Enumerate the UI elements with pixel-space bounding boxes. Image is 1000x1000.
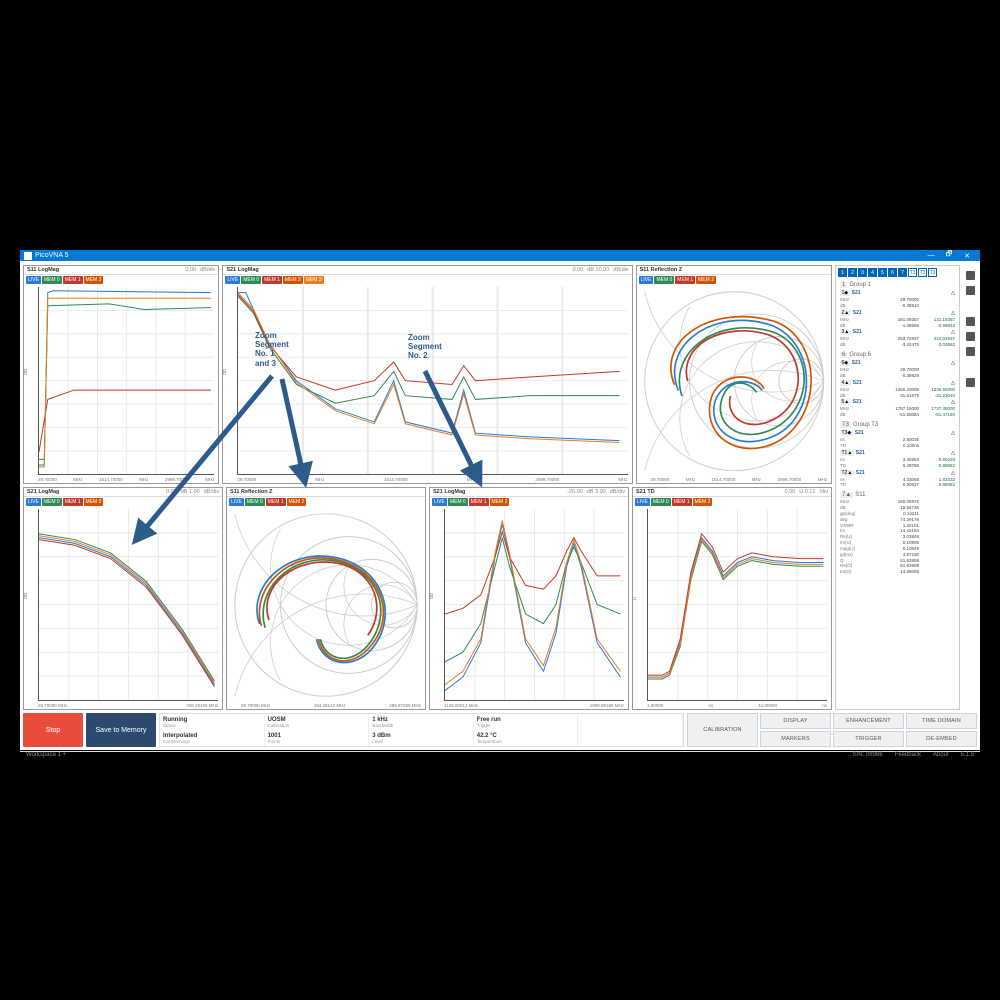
trace-tag[interactable]: MEM 1 <box>266 498 286 506</box>
settings-icon[interactable] <box>966 378 975 387</box>
trace-tag[interactable]: MEM 1 <box>63 498 83 506</box>
trace-tag[interactable]: MEM 2 <box>287 498 307 506</box>
footer: Workspace 1 + S/N: 08986 Feedback About … <box>20 751 980 758</box>
trace-tag[interactable]: LIVE <box>26 498 41 506</box>
trace-tag[interactable]: MEM 2 <box>84 276 104 284</box>
trace-tag[interactable]: MEM 0 <box>42 276 62 284</box>
trace-tag[interactable]: MEM 3 <box>304 276 324 284</box>
trace-tag[interactable]: MEM 1 <box>63 276 83 284</box>
trace-tag[interactable]: MEM 2 <box>693 498 713 506</box>
marker-tab[interactable]: 1 <box>838 268 847 277</box>
status-cell: 42.2 °CTemperature <box>474 730 579 746</box>
trace-tag[interactable]: MEM 2 <box>283 276 303 284</box>
status-cell: Free runTrigger <box>474 714 579 730</box>
trace-tag[interactable]: MEM 1 <box>675 276 695 284</box>
tool-icon[interactable] <box>966 286 975 295</box>
app-icon <box>24 252 32 260</box>
panel-s11-reflection-zoom[interactable]: S11 Reflection Z LIVEMEM 0MEM 1MEM 2 29.… <box>226 487 426 710</box>
calibration-button[interactable]: CALIBRATION <box>687 713 758 747</box>
trace-tag[interactable]: MEM 1 <box>262 276 282 284</box>
stop-button[interactable]: Stop <box>23 713 83 747</box>
serial-number: S/N: 08986 <box>853 752 883 758</box>
marker-tab[interactable]: T3 <box>928 268 937 277</box>
marker-tab[interactable]: T1 <box>908 268 917 277</box>
trace-tag[interactable]: MEM 0 <box>654 276 674 284</box>
markers-button[interactable]: MARKERS <box>760 731 831 747</box>
panel-s21-logmag-zoom2[interactable]: S21 LogMag-20.00dB 3.00dB/div LIVEMEM 0M… <box>429 487 629 710</box>
status-cell: 1 kHzBandwidth <box>369 714 474 730</box>
status-cell: UOSMCalibration <box>265 714 370 730</box>
trace-tag[interactable]: MEM 0 <box>241 276 261 284</box>
status-cell: 3 dBmLevel <box>369 730 474 746</box>
bottom-bar: Stop Save to Memory RunningStatusUOSMCal… <box>23 713 977 747</box>
trace-tag[interactable]: MEM 0 <box>651 498 671 506</box>
marker-tab[interactable]: 2 <box>848 268 857 277</box>
de-embed-button[interactable]: DE-EMBED <box>906 731 977 747</box>
right-buttons: CALIBRATIONDISPLAYENHANCEMENTTIME DOMAIN… <box>687 713 977 747</box>
workspace-tab[interactable]: Workspace 1 + <box>26 752 841 758</box>
version-label: 5.1.5 <box>961 752 974 758</box>
restore-button[interactable]: 🗗 <box>940 250 958 261</box>
save-icon[interactable] <box>966 332 975 341</box>
trace-tag[interactable]: MEM 0 <box>42 498 62 506</box>
marker-tabs[interactable]: 1234567T1T2T3 <box>838 268 957 277</box>
app-window: PicoVNA 5 — 🗗 ✕ S11 LogMag 0.00 dB/div L… <box>20 250 980 750</box>
status-cell <box>578 714 683 730</box>
trace-tag[interactable]: MEM 0 <box>245 498 265 506</box>
tool-icon[interactable] <box>966 271 975 280</box>
trace-tag[interactable]: MEM 2 <box>490 498 510 506</box>
trigger-button[interactable]: TRIGGER <box>833 731 904 747</box>
minimize-button[interactable]: — <box>922 252 940 259</box>
panel-s21-logmag-zoom13[interactable]: S21 LogMag0.00dB 1.00dB/div LIVEMEM 0MEM… <box>23 487 223 710</box>
open-icon[interactable] <box>966 347 975 356</box>
marker-tab[interactable]: T2 <box>918 268 927 277</box>
trace-tag[interactable]: LIVE <box>639 276 654 284</box>
enhancement-button[interactable]: ENHANCEMENT <box>833 713 904 729</box>
marker-tab[interactable]: 5 <box>878 268 887 277</box>
close-button[interactable]: ✕ <box>958 252 976 260</box>
trace-tag[interactable]: MEM 2 <box>84 498 104 506</box>
panel-s21-td[interactable]: S21 TD0.00U 0.12/div LIVEMEM 0MEM 1MEM 2… <box>632 487 832 710</box>
trace-tag[interactable]: LIVE <box>26 276 41 284</box>
trace-tag[interactable]: LIVE <box>432 498 447 506</box>
status-cell <box>578 730 683 746</box>
about-link[interactable]: About <box>933 752 949 758</box>
save-to-memory-button[interactable]: Save to Memory <box>86 713 156 747</box>
marker-tab[interactable]: 4 <box>868 268 877 277</box>
trace-tag[interactable]: MEM 1 <box>672 498 692 506</box>
display-button[interactable]: DISPLAY <box>760 713 831 729</box>
trace-tag[interactable]: MEM 2 <box>696 276 716 284</box>
time-domain-button[interactable]: TIME DOMAIN <box>906 713 977 729</box>
panel-s11-reflection-full[interactable]: S11 Reflection Z LIVEMEM 0MEM 1MEM 2 29.… <box>636 265 832 484</box>
marker-sidebar[interactable]: 1234567T1T2T3 1Group 11◆S21△MHz29.70000d… <box>835 265 960 710</box>
status-cell: InterpolatedCal Warnings <box>160 730 265 746</box>
panel-s11-logmag[interactable]: S11 LogMag 0.00 dB/div LIVEMEM 0MEM 1MEM… <box>23 265 219 484</box>
trace-tag[interactable]: LIVE <box>635 498 650 506</box>
marker-tab[interactable]: 6 <box>888 268 897 277</box>
titlebar: PicoVNA 5 — 🗗 ✕ <box>20 250 980 261</box>
marker-tab[interactable]: 7 <box>898 268 907 277</box>
trace-tag[interactable]: MEM 1 <box>469 498 489 506</box>
undo-icon[interactable] <box>966 317 975 326</box>
trace-tag[interactable]: MEM 0 <box>448 498 468 506</box>
status-cell: RunningStatus <box>160 714 265 730</box>
panel-s21-logmag-full[interactable]: S21 LogMag 0.00dB 10.00dB/div LIVEMEM 0M… <box>222 265 632 484</box>
marker-tab[interactable]: 3 <box>858 268 867 277</box>
right-toolbar <box>963 265 977 710</box>
trace-tag[interactable]: LIVE <box>225 276 240 284</box>
status-grid: RunningStatusUOSMCalibration1 kHzBandwid… <box>159 713 684 747</box>
feedback-link[interactable]: Feedback <box>895 752 921 758</box>
trace-tag[interactable]: LIVE <box>229 498 244 506</box>
window-title: PicoVNA 5 <box>35 252 922 259</box>
status-cell: 1001Points <box>265 730 370 746</box>
